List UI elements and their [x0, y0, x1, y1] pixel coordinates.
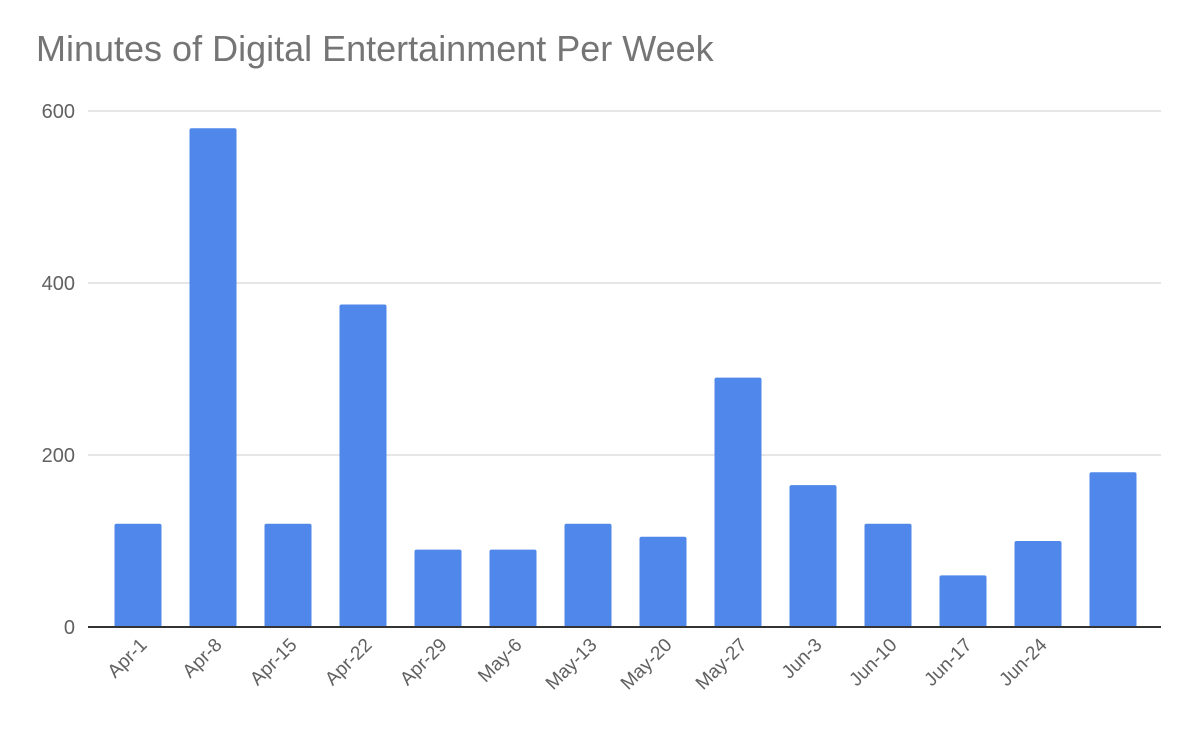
bar [414, 549, 462, 627]
x-tick-label: Jun-10 [846, 635, 902, 691]
bar [1014, 541, 1062, 627]
chart-title: Minutes of Digital Entertainment Per Wee… [36, 28, 714, 69]
bar [639, 536, 687, 627]
grid-lines [88, 110, 1161, 456]
x-tick-label: Apr-22 [321, 635, 376, 690]
y-tick-label: 400 [42, 273, 75, 295]
x-tick-label: May-6 [474, 635, 526, 687]
x-tick-label: Jun-17 [921, 635, 977, 691]
bar [564, 523, 612, 627]
x-tick-label: Apr-1 [104, 635, 152, 683]
y-tick-label: 0 [64, 617, 75, 639]
bar [489, 549, 537, 627]
bar [339, 304, 387, 627]
y-tick-label: 600 [42, 101, 75, 123]
bar [714, 377, 762, 627]
x-tick-label: Jun-24 [996, 634, 1052, 690]
bar [189, 128, 237, 627]
bar [264, 523, 312, 627]
x-tick-label: May-20 [617, 635, 677, 695]
x-tick-label: Apr-8 [179, 635, 227, 683]
x-tick-label: Apr-29 [396, 635, 451, 690]
bar [864, 523, 912, 627]
y-tick-label: 200 [42, 445, 75, 467]
bar [1089, 472, 1137, 627]
bar [939, 575, 987, 627]
x-tick-label: May-13 [542, 635, 602, 695]
bars [114, 128, 1137, 627]
y-axis-ticks: 0 200 400 600 [42, 101, 75, 639]
bar [789, 485, 837, 627]
x-tick-label: May-27 [692, 635, 752, 695]
x-tick-label: Apr-15 [246, 635, 301, 690]
x-axis-ticks: Apr-1 Apr-8 Apr-15 Apr-22 Apr-29 May-6 May-13 M… [104, 634, 1052, 694]
bar [114, 523, 162, 627]
x-tick-label: Jun-3 [778, 635, 826, 683]
